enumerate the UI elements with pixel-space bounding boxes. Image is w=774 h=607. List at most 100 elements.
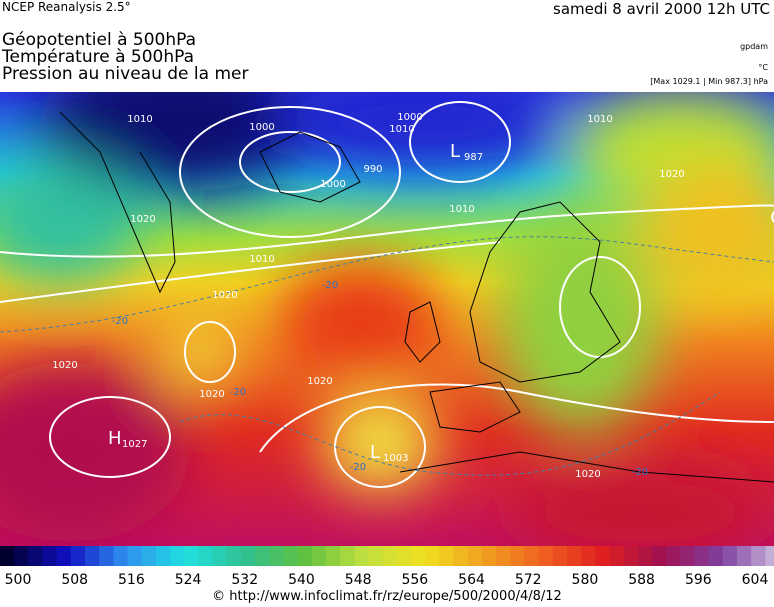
color-swatch [552, 546, 568, 566]
color-swatch [708, 546, 724, 566]
temperature-label: -20 [322, 280, 338, 291]
source: NCEP Reanalysis 2.5° [2, 0, 131, 14]
color-swatch [765, 546, 774, 566]
color-swatch [566, 546, 582, 566]
color-swatch [538, 546, 554, 566]
color-swatch [411, 546, 426, 566]
pressure-label: 1020 [130, 214, 155, 225]
color-swatch [340, 546, 355, 566]
colorbar-tick-label: 524 [175, 572, 202, 588]
center-value: 1027 [122, 439, 147, 450]
color-swatch [524, 546, 540, 566]
pressure-label: 1010 [389, 124, 414, 135]
color-swatch [42, 546, 58, 566]
color-swatch [283, 546, 299, 566]
title: Géopotentiel à 500hPa [2, 30, 197, 50]
title: Température à 500hPa [2, 47, 195, 67]
color-swatch [269, 546, 284, 566]
color-swatch [311, 546, 327, 566]
color-swatch [325, 546, 341, 566]
center-letter: L [450, 141, 460, 162]
pressure-label: 1010 [587, 114, 612, 125]
color-swatch [481, 546, 497, 566]
color-swatch [0, 546, 15, 566]
colorbar-tick-label: 572 [515, 572, 542, 588]
pressure-label: 1020 [52, 360, 77, 371]
color-swatch [85, 546, 100, 566]
color-swatch [666, 546, 681, 566]
pressure-label: 1000 [249, 122, 274, 133]
color-swatch [113, 546, 129, 566]
pressure-label: 1020 [307, 376, 332, 387]
colorbar-tick-label: 564 [458, 572, 485, 588]
color-swatch [595, 546, 610, 566]
center-value: 987 [464, 152, 483, 163]
colorbar-tick-label: 556 [401, 572, 428, 588]
colorbar-tick-label: 508 [61, 572, 88, 588]
colorbar-tick-label: 516 [118, 572, 145, 588]
colorbar-tick-label: 500 [5, 572, 32, 588]
color-swatch [737, 546, 752, 566]
color-swatch [751, 546, 766, 566]
colorbar-tick-label: 604 [742, 572, 769, 588]
pressure-label: 1020 [575, 469, 600, 480]
center-letter: H [108, 428, 122, 449]
color-swatch [581, 546, 596, 566]
color-swatch [651, 546, 667, 566]
color-swatch [694, 546, 710, 566]
color-swatch [467, 546, 483, 566]
colorbar-tick-label: 532 [231, 572, 258, 588]
pressure-label: 1010 [249, 254, 274, 265]
color-swatch [255, 546, 270, 566]
color-swatch [99, 546, 114, 566]
color-swatch [496, 546, 511, 566]
color-swatch [368, 546, 384, 566]
color-swatch [70, 546, 86, 566]
color-swatch [510, 546, 525, 566]
unit: gpdam [740, 42, 768, 51]
colorbar-tick-label: 596 [685, 572, 712, 588]
color-swatch [453, 546, 469, 566]
center-letter: L [370, 442, 380, 463]
unit: [Max 1029.1 | Min 987.3] hPa [650, 77, 768, 86]
colorbar-tick-label: 588 [628, 572, 655, 588]
color-swatch [212, 546, 228, 566]
pressure-label: 1020 [212, 290, 237, 301]
unit: °C [758, 63, 768, 72]
color-swatch [240, 546, 256, 566]
color-swatch [425, 546, 440, 566]
color-swatch [354, 546, 369, 566]
color-swatch [184, 546, 199, 566]
colorbar: 500 508 516 524 532 540 548 556 564 572 580 588 596 6… [0, 546, 774, 588]
temperature-label: -20 [230, 387, 246, 398]
color-swatch [396, 546, 412, 566]
pressure-label: 1000 [397, 112, 422, 123]
color-swatch [609, 546, 625, 566]
footer: © http://www.infoclimat.fr/rz/europe/500… [212, 589, 562, 604]
pressure-label: 1000 [320, 179, 345, 190]
color-swatch [680, 546, 695, 566]
color-swatch [198, 546, 214, 566]
color-swatch [439, 546, 455, 566]
color-swatch [637, 546, 653, 566]
color-swatch [127, 546, 143, 566]
color-swatch [226, 546, 242, 566]
color-swatch [722, 546, 738, 566]
color-swatch [28, 546, 44, 566]
date: samedi 8 avril 2000 12h UTC [553, 0, 770, 18]
pressure-label: 1010 [127, 114, 152, 125]
color-swatch [382, 546, 398, 566]
color-swatch [141, 546, 157, 566]
color-swatch [170, 546, 185, 566]
title: Pression au niveau de la mer [2, 64, 249, 84]
temperature-label: -20 [350, 462, 366, 473]
pressure-label: 1020 [199, 389, 224, 400]
color-swatch [155, 546, 171, 566]
pressure-label: 990 [363, 164, 382, 175]
color-swatch [623, 546, 639, 566]
pressure-label: 1010 [449, 204, 474, 215]
color-swatch [14, 546, 29, 566]
temperature-label: -20 [632, 467, 648, 478]
